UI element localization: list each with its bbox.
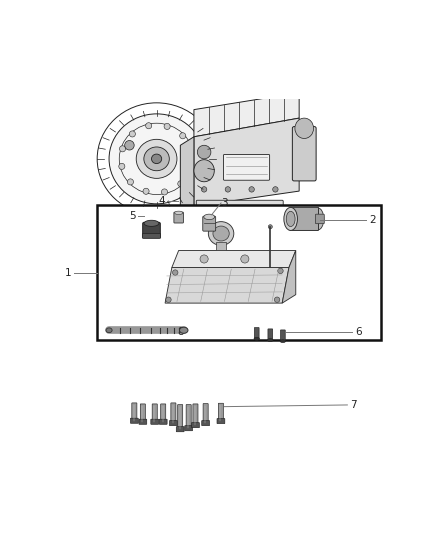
FancyBboxPatch shape: [315, 214, 324, 224]
FancyBboxPatch shape: [170, 421, 177, 426]
FancyBboxPatch shape: [131, 418, 138, 423]
Ellipse shape: [109, 114, 204, 204]
Text: 6: 6: [355, 327, 362, 337]
Circle shape: [187, 166, 194, 172]
FancyBboxPatch shape: [142, 233, 161, 238]
FancyBboxPatch shape: [217, 418, 225, 424]
FancyBboxPatch shape: [151, 419, 159, 424]
Polygon shape: [165, 268, 289, 303]
Text: 2: 2: [369, 215, 375, 225]
FancyBboxPatch shape: [152, 404, 157, 423]
Text: 3: 3: [221, 198, 228, 208]
Circle shape: [278, 268, 283, 273]
Circle shape: [274, 297, 280, 302]
Ellipse shape: [286, 211, 295, 227]
Ellipse shape: [295, 133, 314, 174]
Ellipse shape: [144, 220, 159, 227]
Text: 5: 5: [129, 211, 135, 221]
Circle shape: [188, 148, 194, 155]
FancyBboxPatch shape: [293, 127, 316, 181]
Ellipse shape: [180, 327, 188, 333]
Ellipse shape: [106, 328, 112, 333]
Circle shape: [225, 187, 230, 192]
FancyBboxPatch shape: [139, 419, 147, 424]
Circle shape: [273, 187, 278, 192]
Polygon shape: [216, 242, 226, 251]
FancyBboxPatch shape: [193, 404, 198, 427]
Circle shape: [268, 225, 272, 229]
Ellipse shape: [312, 208, 324, 230]
Ellipse shape: [194, 160, 214, 182]
FancyBboxPatch shape: [290, 207, 318, 230]
Polygon shape: [194, 118, 299, 206]
Text: 4: 4: [159, 196, 165, 206]
Circle shape: [164, 123, 170, 130]
FancyBboxPatch shape: [219, 403, 223, 423]
Ellipse shape: [280, 340, 286, 343]
Ellipse shape: [175, 211, 183, 214]
Circle shape: [162, 189, 168, 195]
Circle shape: [166, 297, 171, 302]
Text: 8: 8: [177, 327, 184, 337]
Polygon shape: [180, 137, 194, 213]
Circle shape: [143, 188, 149, 195]
Ellipse shape: [213, 226, 229, 241]
Circle shape: [129, 131, 135, 137]
Circle shape: [119, 163, 125, 169]
FancyBboxPatch shape: [202, 421, 209, 426]
Circle shape: [120, 146, 126, 152]
Polygon shape: [282, 251, 296, 303]
FancyBboxPatch shape: [191, 423, 199, 427]
Polygon shape: [172, 251, 296, 268]
FancyBboxPatch shape: [171, 403, 176, 425]
FancyBboxPatch shape: [143, 222, 160, 238]
Circle shape: [201, 187, 207, 192]
FancyBboxPatch shape: [161, 404, 166, 423]
Circle shape: [180, 133, 186, 139]
Text: 7: 7: [350, 400, 357, 410]
FancyBboxPatch shape: [176, 427, 184, 432]
Circle shape: [178, 181, 184, 187]
FancyBboxPatch shape: [268, 329, 273, 341]
FancyBboxPatch shape: [174, 212, 184, 223]
Ellipse shape: [197, 146, 211, 159]
Ellipse shape: [152, 154, 162, 164]
FancyBboxPatch shape: [186, 405, 191, 430]
Circle shape: [249, 187, 254, 192]
Circle shape: [200, 255, 208, 263]
FancyBboxPatch shape: [178, 405, 183, 431]
FancyBboxPatch shape: [203, 216, 215, 231]
Ellipse shape: [208, 222, 234, 245]
Ellipse shape: [295, 118, 314, 139]
Ellipse shape: [254, 337, 259, 340]
FancyBboxPatch shape: [159, 419, 167, 424]
Bar: [97, 205, 381, 341]
Circle shape: [173, 270, 178, 275]
Circle shape: [127, 179, 134, 185]
Polygon shape: [194, 93, 299, 137]
Ellipse shape: [268, 338, 273, 342]
FancyBboxPatch shape: [254, 328, 259, 339]
FancyBboxPatch shape: [196, 200, 283, 216]
Text: 1: 1: [65, 268, 72, 278]
Ellipse shape: [144, 147, 170, 171]
FancyBboxPatch shape: [203, 403, 208, 425]
Ellipse shape: [284, 207, 297, 230]
Circle shape: [241, 255, 249, 263]
Circle shape: [125, 141, 134, 150]
Ellipse shape: [204, 214, 215, 220]
FancyBboxPatch shape: [280, 330, 285, 342]
Ellipse shape: [136, 139, 177, 179]
FancyBboxPatch shape: [132, 403, 137, 422]
FancyBboxPatch shape: [185, 426, 193, 431]
FancyBboxPatch shape: [223, 155, 270, 180]
Circle shape: [145, 123, 152, 129]
FancyBboxPatch shape: [140, 404, 145, 423]
